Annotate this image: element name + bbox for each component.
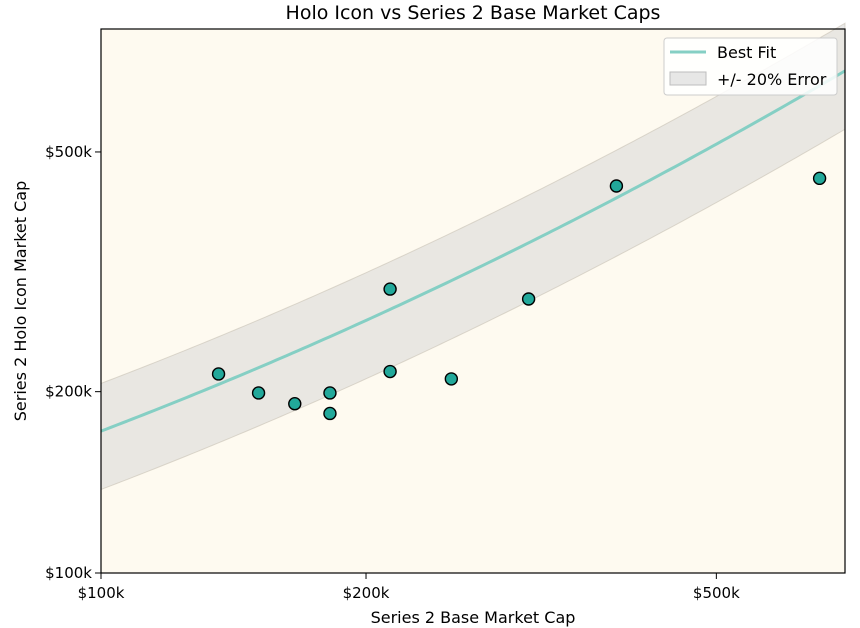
plot-frame <box>100 28 846 574</box>
x-axis-ticks: $100k $200k $500k <box>78 573 740 602</box>
data-point-8 <box>444 372 459 386</box>
y-axis-label: Series 2 Holo Icon Market Cap <box>11 181 30 421</box>
legend-error-band-swatch <box>669 71 707 86</box>
data-point-3 <box>288 397 302 411</box>
data-point-6 <box>383 282 397 296</box>
best-fit-line <box>100 69 846 433</box>
x-axis-label: Series 2 Base Market Cap <box>371 608 576 627</box>
y-axis-ticks: $100k $200k $500k <box>45 143 101 582</box>
data-point-5 <box>323 406 337 421</box>
y-tick-label: $100k <box>45 564 92 582</box>
chart-title: Holo Icon vs Series 2 Base Market Caps <box>286 2 661 24</box>
data-point-4 <box>323 386 337 400</box>
legend-box <box>663 37 838 96</box>
data-point-11 <box>812 171 827 186</box>
scatter-points <box>211 171 827 421</box>
x-tick-label: $500k <box>693 584 740 602</box>
x-tick-label: $100k <box>78 584 125 602</box>
legend-error-band-label: +/- 20% Error <box>717 70 827 89</box>
legend-best-fit-label: Best Fit <box>717 43 776 62</box>
data-point-9 <box>521 292 536 306</box>
data-point-10 <box>609 179 624 193</box>
y-tick-label: $500k <box>45 143 92 161</box>
data-point-7 <box>383 364 397 379</box>
x-tick-label: $200k <box>343 584 390 602</box>
y-tick-label: $200k <box>45 383 92 401</box>
best-fit-layer <box>100 69 846 433</box>
data-point-1 <box>211 367 226 381</box>
legend: Best Fit +/- 20% Error <box>663 37 838 96</box>
data-point-2 <box>251 386 266 400</box>
